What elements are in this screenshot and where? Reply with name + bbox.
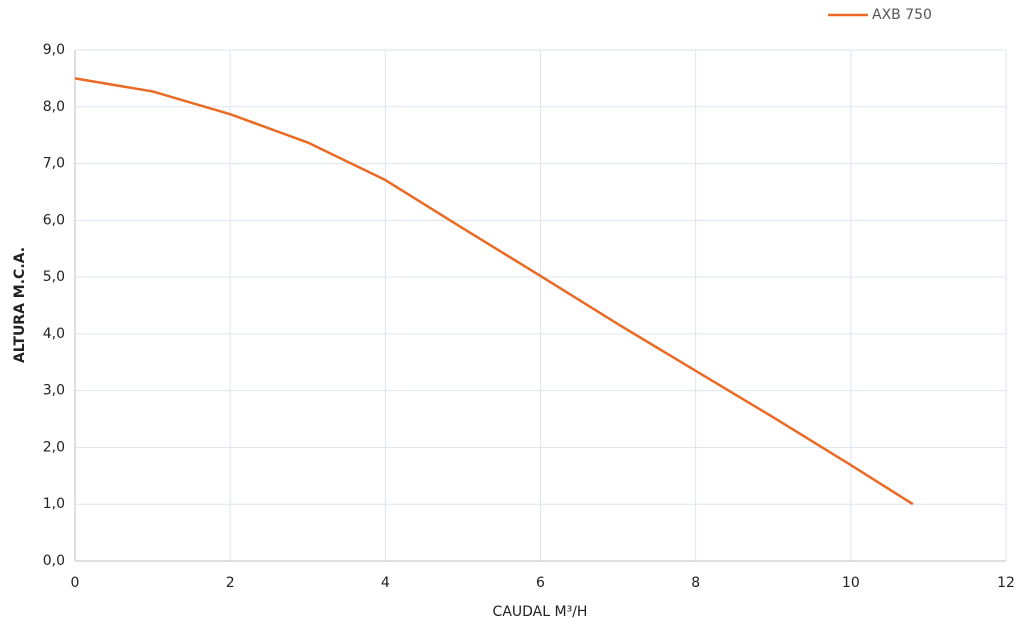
y-tick-label: 7,0 bbox=[43, 156, 65, 172]
y-tick-label: 8,0 bbox=[43, 99, 65, 115]
x-tick-label: 2 bbox=[226, 575, 235, 591]
x-tick-label: 12 bbox=[997, 575, 1015, 591]
y-tick-label: 5,0 bbox=[43, 269, 65, 285]
y-tick-label: 3,0 bbox=[43, 383, 65, 399]
y-axis-label: ALTURA M.C.A. bbox=[12, 247, 28, 363]
x-axis-label: CAUDAL M³/H bbox=[493, 604, 588, 620]
y-tick-label: 1,0 bbox=[43, 496, 65, 512]
legend-label: AXB 750 bbox=[872, 7, 932, 23]
y-tick-label: 9,0 bbox=[43, 42, 65, 58]
x-tick-label: 8 bbox=[691, 575, 700, 591]
y-tick-label: 2,0 bbox=[43, 439, 65, 455]
x-tick-label: 6 bbox=[536, 575, 545, 591]
line-series bbox=[74, 77, 914, 506]
y-tick-label: 0,0 bbox=[43, 553, 65, 569]
y-tick-label: 6,0 bbox=[43, 212, 65, 228]
x-tick-label: 0 bbox=[71, 575, 80, 591]
y-tick-label: 4,0 bbox=[43, 326, 65, 342]
x-tick-label: 4 bbox=[381, 575, 390, 591]
x-tick-label: 10 bbox=[842, 575, 860, 591]
